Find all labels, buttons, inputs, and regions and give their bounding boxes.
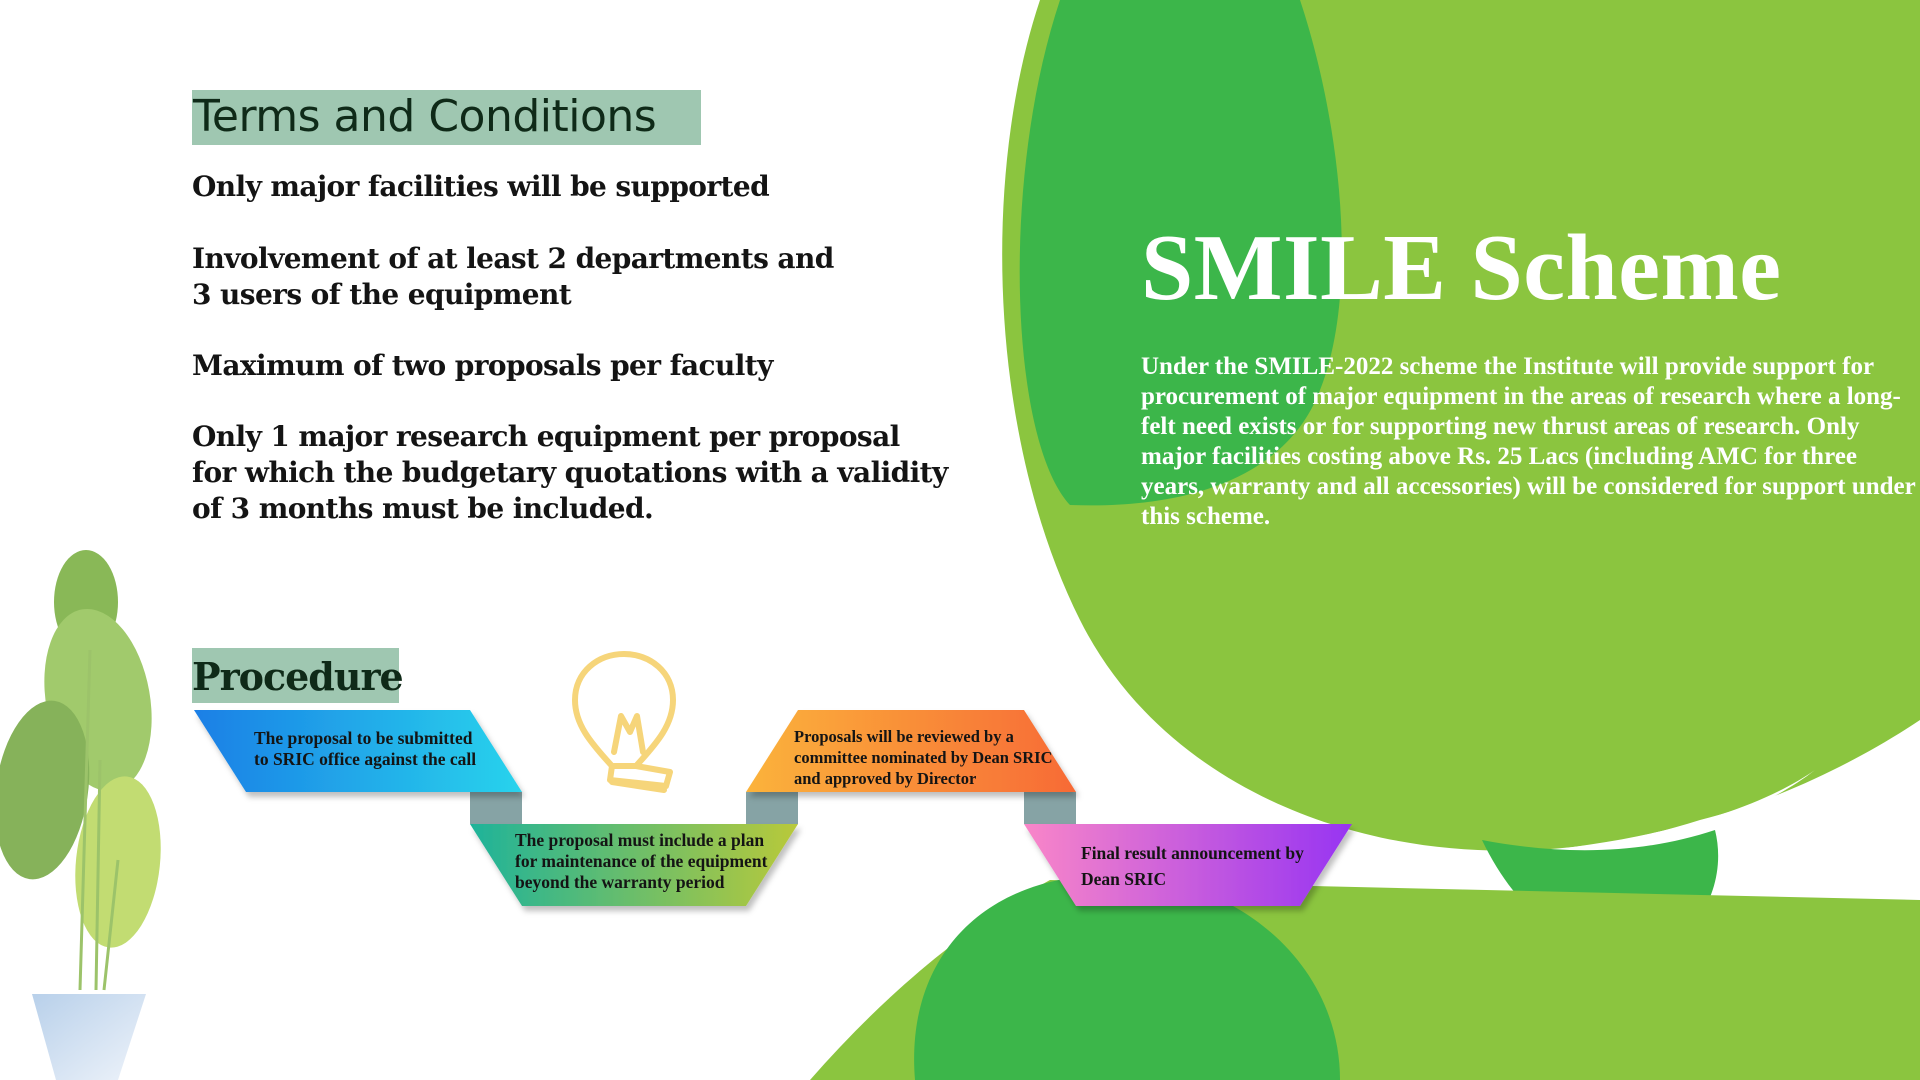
scheme-description: Under the SMILE-2022 scheme the Institut… [1141,353,1916,530]
procedure-step-1: The proposal to be submitted to SRIC off… [254,728,477,769]
green-circle-bottom [914,874,1340,1080]
terms-heading-box [192,90,701,145]
terms-heading: Terms and Conditions [193,91,657,142]
procedure-step-4: Final result announcement by Dean SRIC [1081,843,1304,889]
plant-stem [78,649,120,991]
procedure-step-2: The proposal must include a plan for mai… [515,830,768,892]
term-item-1: Only major facilities will be supported [192,170,770,203]
plant-pot [32,994,146,1080]
scheme-title: SMILE Scheme [1141,216,1782,320]
procedure-heading-box [192,648,399,703]
term-item-3: Maximum of two proposals per faculty [192,349,773,382]
plant-leaf [0,700,90,880]
procedure-heading: Procedure [192,654,404,699]
term-item-4: Only 1 major research equipment per prop… [192,420,948,525]
green-circle-top [1019,0,1342,506]
procedure-step-3: Proposals will be reviewed by a committe… [794,727,1053,788]
term-item-2: Involvement of at least 2 departments an… [192,242,834,311]
